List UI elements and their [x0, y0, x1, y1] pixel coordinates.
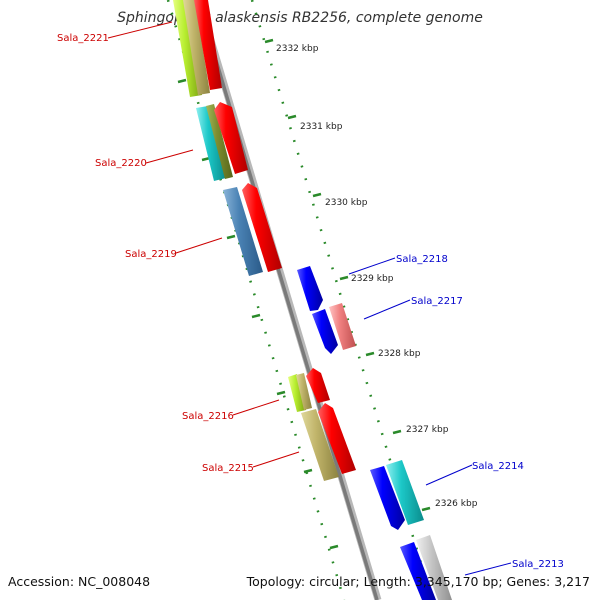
tick-label: 2329 kbp [351, 274, 394, 284]
major-tick [392, 429, 402, 435]
minor-tick [329, 544, 339, 550]
leader-line [175, 237, 223, 254]
map-title: Sphingopyxis alaskensis RB2256, complete… [117, 10, 483, 26]
tick-label: 2331 kbp [300, 122, 343, 132]
leader-line [363, 299, 411, 320]
gene-feature-sala-2219[interactable] [223, 183, 282, 276]
gene-label-sala-2213[interactable]: Sala_2213 [512, 559, 564, 570]
gene-feature-sala-2220[interactable] [196, 102, 248, 181]
major-tick [312, 192, 322, 198]
gene-feature-sala-2216[interactable] [288, 368, 330, 412]
leader-line [348, 257, 396, 275]
summary-text: Topology: circular; Length: 3,345,170 bp… [246, 574, 590, 589]
minor-tick [177, 78, 187, 84]
minor-tick [226, 234, 236, 240]
gene-label-sala-2218[interactable]: Sala_2218 [396, 254, 448, 265]
gene-label-sala-2220[interactable]: Sala_2220 [95, 158, 147, 169]
minor-tick [276, 390, 286, 396]
tick-label: 2330 kbp [325, 198, 368, 208]
tick-label: 2326 kbp [435, 499, 478, 509]
major-tick [339, 275, 349, 281]
accession-text: Accession: NC_008048 [8, 574, 150, 589]
major-tick [365, 351, 375, 357]
leader-line [252, 451, 300, 468]
major-tick [264, 38, 274, 44]
major-tick [421, 506, 431, 512]
leader-line [232, 399, 280, 416]
genome-backbone [196, 0, 379, 600]
leader-line [145, 149, 194, 164]
tick-label: 2327 kbp [406, 425, 449, 435]
gene-label-sala-2217[interactable]: Sala_2217 [411, 296, 463, 307]
gene-label-sala-2216[interactable]: Sala_2216 [182, 411, 234, 422]
minor-tick [303, 468, 313, 474]
gene-label-sala-2215[interactable]: Sala_2215 [202, 463, 254, 474]
gene-label-sala-2219[interactable]: Sala_2219 [125, 249, 177, 260]
leader-line [107, 21, 173, 39]
gene-feature-sala-2215[interactable] [301, 403, 356, 481]
gene-label-sala-2221[interactable]: Sala_2221 [57, 33, 109, 44]
gene-label-sala-2214[interactable]: Sala_2214 [472, 461, 524, 472]
gene-feature-sala-2217[interactable] [312, 303, 356, 354]
gene-feature-sala-2214[interactable] [370, 460, 424, 530]
tick-label: 2332 kbp [276, 44, 319, 54]
major-tick [287, 114, 297, 120]
minor-tick [251, 313, 261, 319]
tick-label: 2328 kbp [378, 349, 421, 359]
gene-feature-sala-2213[interactable] [400, 535, 452, 600]
gene-feature-sala-2221[interactable] [173, 0, 222, 97]
gene-feature-sala-2218[interactable] [297, 266, 323, 311]
leader-line [464, 562, 512, 576]
leader-line [425, 464, 473, 486]
